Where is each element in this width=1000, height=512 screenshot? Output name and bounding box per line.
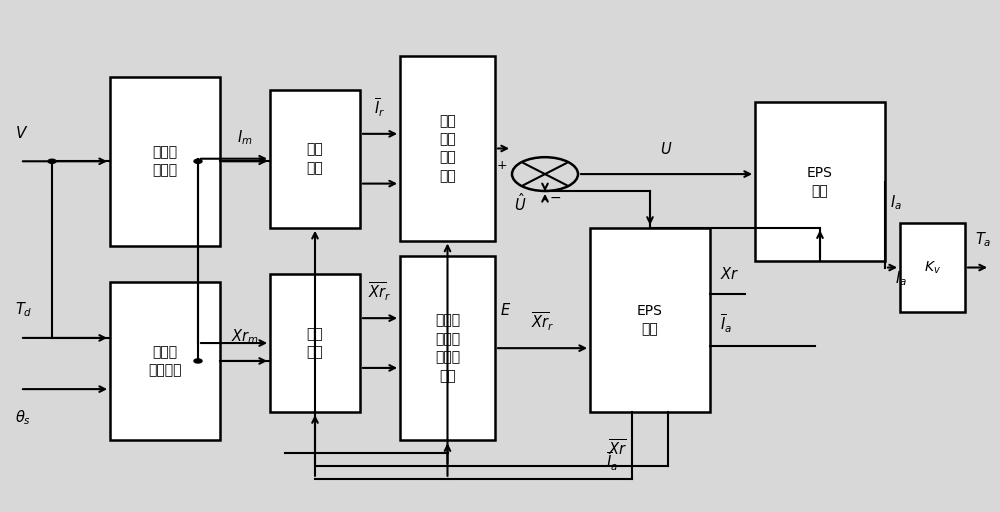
Text: $\overline{Xr}_r$: $\overline{Xr}_r$ [368, 281, 392, 304]
Bar [755, 102, 885, 261]
Text: $\overline{I}_a$: $\overline{I}_a$ [720, 313, 732, 335]
Text: $\overline{I}_a$: $\overline{I}_a$ [606, 451, 618, 473]
Circle shape [194, 359, 202, 363]
Text: 助力特
性曲线: 助力特 性曲线 [152, 145, 178, 178]
Bar [270, 274, 360, 412]
Text: $E$: $E$ [500, 302, 511, 318]
Text: 参考
轨迹: 参考 轨迹 [307, 142, 323, 175]
Text: $\overline{Xr}$: $\overline{Xr}$ [608, 438, 628, 459]
Text: EPS
模型: EPS 模型 [637, 304, 663, 336]
Bar [270, 90, 360, 228]
Text: $\hat{U}$: $\hat{U}$ [514, 193, 526, 215]
Text: $U$: $U$ [660, 141, 673, 157]
Text: −: − [549, 190, 561, 205]
Bar [900, 223, 965, 312]
Bar [590, 228, 710, 412]
Text: 电流
预测
滚动
优化: 电流 预测 滚动 优化 [439, 114, 456, 183]
Text: $\overline{Xr}_r$: $\overline{Xr}_r$ [531, 311, 554, 333]
Text: $I_m$: $I_m$ [237, 128, 253, 146]
Bar [400, 56, 495, 241]
Bar [110, 77, 220, 246]
Text: $\overline{I}_r$: $\overline{I}_r$ [374, 97, 386, 119]
Text: $Xr$: $Xr$ [720, 266, 739, 282]
Text: $K_v$: $K_v$ [924, 259, 941, 276]
Text: $I_a$: $I_a$ [895, 269, 907, 288]
Text: 转向杆
位移预
测滚动
优化: 转向杆 位移预 测滚动 优化 [435, 313, 460, 383]
Text: $\theta_s$: $\theta_s$ [15, 408, 31, 426]
Text: EPS
对象: EPS 对象 [807, 165, 833, 198]
Text: $V$: $V$ [15, 125, 28, 141]
Text: $I_a$: $I_a$ [890, 194, 902, 212]
Text: 参考
轨迹: 参考 轨迹 [307, 327, 323, 359]
Text: $T_d$: $T_d$ [15, 301, 32, 319]
Text: $T_a$: $T_a$ [975, 230, 992, 249]
Text: $Xr_m$: $Xr_m$ [231, 328, 259, 346]
Circle shape [194, 159, 202, 163]
Bar [400, 256, 495, 440]
Text: 转向杆
位移估计: 转向杆 位移估计 [148, 345, 182, 377]
Bar [110, 282, 220, 440]
Circle shape [48, 159, 56, 163]
Text: +: + [497, 159, 507, 172]
